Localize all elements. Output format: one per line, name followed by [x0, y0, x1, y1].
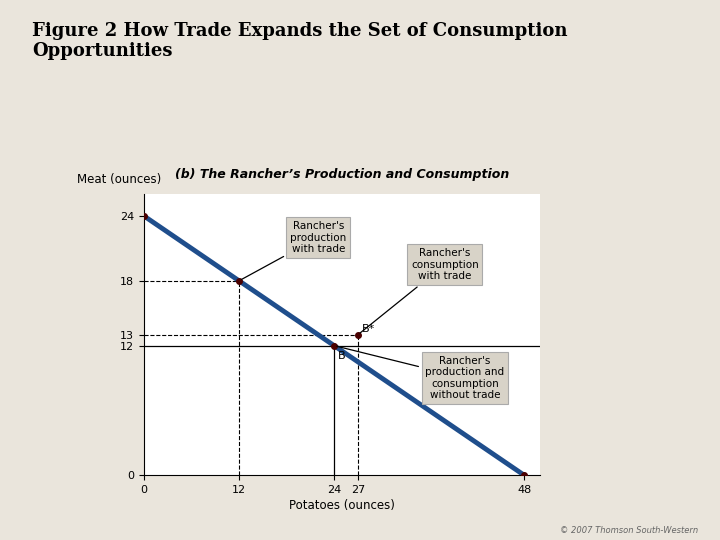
- Text: Meat (ounces): Meat (ounces): [76, 173, 161, 186]
- Text: Rancher's
production
with trade: Rancher's production with trade: [241, 221, 346, 280]
- Text: B*: B*: [362, 323, 375, 334]
- Text: Rancher's
production and
consumption
without trade: Rancher's production and consumption wit…: [337, 346, 504, 400]
- Text: B: B: [338, 350, 346, 361]
- Text: Rancher's
consumption
with trade: Rancher's consumption with trade: [360, 248, 479, 333]
- Text: © 2007 Thomson South-Western: © 2007 Thomson South-Western: [560, 525, 698, 535]
- X-axis label: Potatoes (ounces): Potatoes (ounces): [289, 499, 395, 512]
- Text: Figure 2 How Trade Expands the Set of Consumption
Opportunities: Figure 2 How Trade Expands the Set of Co…: [32, 22, 568, 60]
- Text: (b) The Rancher’s Production and Consumption: (b) The Rancher’s Production and Consump…: [175, 168, 509, 181]
